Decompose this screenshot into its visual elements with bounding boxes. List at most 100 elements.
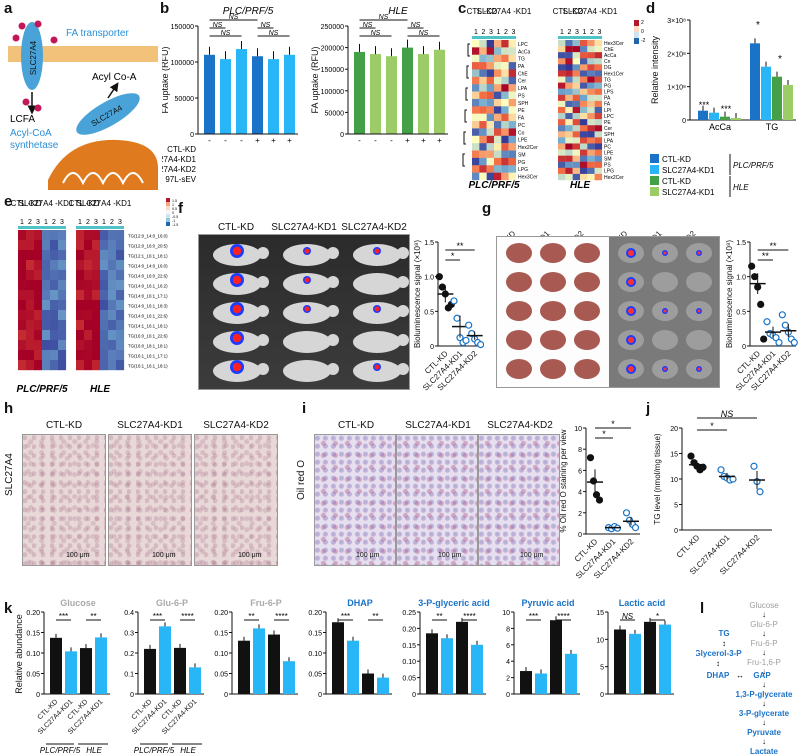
c-heat-cell — [501, 106, 509, 114]
e-heat-cell — [18, 280, 27, 291]
c-heat-cell — [493, 135, 502, 144]
c-heat-cell — [587, 131, 595, 138]
b-bar — [370, 54, 381, 134]
c-heat-cell — [501, 40, 509, 48]
c-heat-cell — [508, 106, 517, 114]
c-row-label: TG — [604, 77, 611, 83]
c-heat-cell — [493, 47, 502, 55]
c-row-label: LPC — [604, 114, 614, 120]
mouse-head — [327, 305, 339, 317]
c-heat-cell — [587, 173, 595, 181]
b-sev-mark: - — [208, 136, 211, 145]
e-heat-cell — [34, 260, 43, 271]
c-heat-cell — [565, 70, 573, 77]
e-heat-cell — [92, 310, 101, 321]
c-heat-cell — [565, 58, 573, 65]
mouse-body — [353, 273, 401, 295]
k-bar — [95, 637, 107, 694]
c-heat-cell — [572, 125, 581, 132]
mouse-signal-core — [232, 333, 242, 343]
f-y-tick-label: 0 — [430, 344, 434, 351]
c-scale-label: -2 — [641, 38, 646, 44]
slc27a4-top-label: SLC27A4 — [29, 40, 38, 75]
mouse-signal-core — [374, 364, 380, 370]
c-col-label: CTL -KD — [553, 7, 584, 16]
metabolite-bar-charts: Relative abundanceGlucose00.050.100.150.… — [14, 598, 674, 755]
e-heat-cell — [50, 270, 59, 281]
e-heat-cell — [76, 310, 85, 321]
e-heat-cell — [34, 340, 43, 351]
c-heat-cell — [579, 119, 588, 126]
panel-label-i: i — [302, 400, 307, 417]
c-heat-cell — [587, 82, 595, 89]
b-ns-label: NS — [269, 30, 279, 37]
l-blue-metabolite: Pyruvate — [747, 728, 781, 737]
e-row-label: TG(12:0_14:0_16:0) — [128, 234, 168, 239]
k-y-tick-label: 2 — [506, 676, 510, 683]
e-heat-cell — [108, 300, 117, 311]
e-scale-swatch — [166, 222, 170, 226]
e-row-label: TG(14:0_16:1_18:3) — [128, 304, 168, 309]
c-heat-cell — [565, 88, 573, 95]
e-scale-swatch — [166, 210, 170, 214]
c-heat-cell — [594, 58, 603, 65]
k-bar — [65, 651, 77, 694]
c-heat-cell — [579, 131, 588, 138]
c-row-label: FA — [604, 102, 611, 108]
mouse-head — [327, 247, 339, 259]
liver-sample — [540, 330, 566, 350]
c-heat-cell — [479, 40, 487, 48]
c-heat-cell — [479, 157, 487, 166]
k-sig: *** — [341, 612, 350, 621]
k-chart-title: DHAP — [347, 598, 373, 608]
c-heat-cell — [472, 62, 480, 70]
c-dendrogram — [465, 87, 468, 101]
c-cell-line: PLC/PRF/5 — [468, 180, 520, 190]
b-ns-label: NS — [363, 22, 373, 29]
d-sig: * — [756, 20, 760, 31]
c-heat-cell — [493, 165, 502, 173]
e-heat-cell — [58, 330, 67, 341]
e-row-label: TG(12:1_16:1_18:1) — [128, 254, 168, 259]
e-heat-cell — [76, 300, 85, 311]
e-scale-swatch — [166, 214, 170, 218]
c-heat-cell — [493, 40, 502, 48]
c-heat-cell — [587, 100, 595, 108]
d-bar — [698, 110, 708, 120]
c-heat-cell — [479, 135, 487, 144]
c-heat-cell — [572, 113, 581, 120]
c-heat-cell — [594, 167, 603, 175]
b-bar — [204, 54, 215, 134]
e-heat-cell — [50, 330, 59, 341]
panel-label-a: a — [4, 0, 13, 17]
c-heat-cell — [486, 47, 495, 55]
e-heat-cell — [76, 350, 85, 361]
c-heat-cell — [572, 131, 581, 138]
d-legend-swatch — [650, 187, 659, 196]
c-row-label: Hex3Cer — [604, 41, 624, 47]
e-heat-cell — [92, 270, 101, 281]
c-heat-cell — [508, 121, 517, 129]
c-heat-cell — [501, 47, 509, 55]
k-sig: ** — [372, 612, 378, 621]
e-heat-cell — [50, 230, 59, 241]
c-heat-cell — [565, 173, 573, 181]
e-heat-cell — [108, 360, 117, 371]
c-heat-cell — [472, 150, 480, 159]
e-heat-cell — [100, 340, 109, 351]
c-rep-label: 1 — [474, 29, 478, 36]
c-heat-cell — [587, 58, 595, 65]
e-heat-cell — [84, 240, 93, 251]
e-heat-cell — [34, 330, 43, 341]
c-heat-cell — [493, 172, 502, 181]
c-row-label: SPH — [604, 132, 615, 138]
e-heat-cell — [108, 330, 117, 341]
e-heat-cell — [76, 320, 85, 331]
e-row-label: TG(14:0_16:1_16:2) — [128, 284, 168, 289]
e-rep-label: 1 — [102, 219, 106, 226]
c-row-label: LPA — [604, 138, 614, 144]
b-bar — [268, 59, 279, 135]
d-legend-label: CTL-KD — [662, 155, 691, 164]
c-heat-cell — [501, 84, 509, 92]
c-row-label: PS — [604, 163, 611, 169]
